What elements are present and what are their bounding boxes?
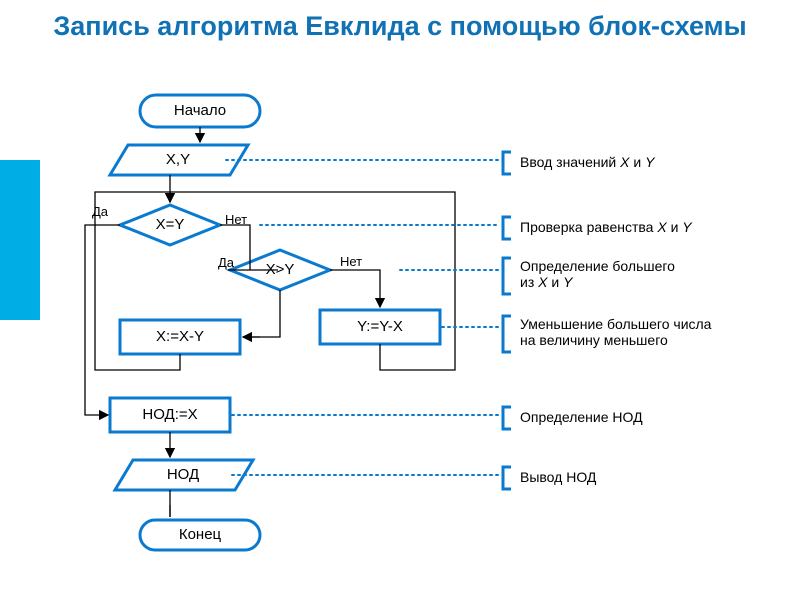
- annotation-text: Определение большегоиз X и Y: [520, 258, 675, 290]
- annotation-bracket: [503, 258, 511, 294]
- annotation-bracket: [503, 316, 511, 352]
- annotation-bracket: [503, 407, 511, 429]
- arrow: [85, 225, 120, 415]
- arrow-label: Нет: [340, 254, 362, 269]
- node-label-yexp: Y:=Y-X: [320, 310, 440, 344]
- arrow: [243, 290, 280, 337]
- arrow-label: Нет: [225, 212, 247, 227]
- annotation-text: Проверка равенства X и Y: [520, 219, 692, 235]
- node-label-input: X,Y: [118, 145, 238, 175]
- annotation-bracket: [503, 467, 511, 489]
- annotation-text: Вывод НОД: [520, 469, 596, 485]
- node-label-nodx: НОД:=X: [110, 398, 230, 432]
- arrow-label: Да: [92, 204, 108, 219]
- annotation-text: Ввод значений X и Y: [520, 154, 654, 170]
- diagram-stage: Запись алгоритма Евклида с помощью блок-…: [0, 0, 800, 600]
- annotation-text: Определение НОД: [520, 409, 643, 425]
- annotation-bracket: [503, 152, 511, 174]
- node-label-end: Конец: [140, 520, 260, 550]
- flowchart-svg: [0, 0, 800, 600]
- arrow-label: Да: [218, 255, 234, 270]
- arrow: [330, 270, 380, 307]
- node-label-start: Начало: [140, 95, 260, 127]
- node-label-gt: X>Y: [230, 260, 330, 280]
- annotation-text: Уменьшение большего числана величину мен…: [520, 316, 711, 348]
- node-label-output: НОД: [123, 460, 243, 490]
- annotation-bracket: [503, 217, 511, 239]
- node-label-xexp: X:=X-Y: [120, 320, 240, 354]
- node-label-eq: X=Y: [120, 215, 220, 235]
